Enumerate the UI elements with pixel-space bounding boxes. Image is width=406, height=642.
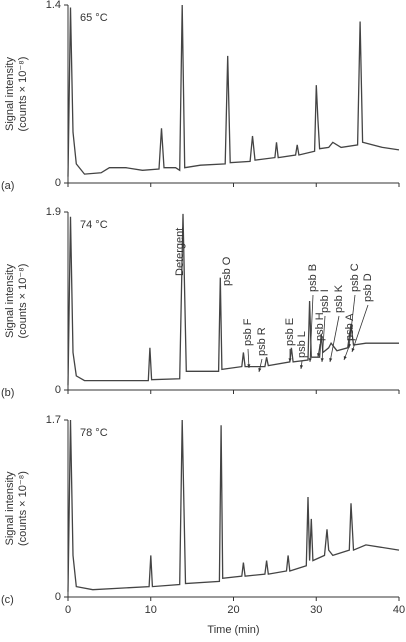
peak-label: psb K xyxy=(333,284,345,313)
peak-label: psb B xyxy=(307,264,319,292)
y-axis-label: Signal intensity xyxy=(4,57,16,131)
peak-label: psb D xyxy=(362,273,374,302)
chromatogram-line xyxy=(67,4,400,177)
peak-label: psb E xyxy=(284,318,296,346)
peak-label: psb R xyxy=(256,327,268,356)
arrow-head xyxy=(258,368,262,372)
arrow-head xyxy=(317,353,321,357)
peak-arrow xyxy=(351,304,369,353)
peak-label: psb H xyxy=(314,312,326,341)
peak-arrow xyxy=(329,315,340,363)
y-axis-label: Signal intensity xyxy=(4,264,16,338)
arrow-head xyxy=(308,358,312,362)
axis-frame xyxy=(67,5,399,184)
y-tick-label: 0 xyxy=(55,177,61,189)
temperature-label: 74 °C xyxy=(80,219,108,231)
arrow-head xyxy=(343,356,347,360)
arrow-head xyxy=(299,365,304,369)
arrow-head xyxy=(288,358,292,362)
y-axis-label: (counts × 10⁻⁸) xyxy=(17,57,29,132)
y-tick-label: 0 xyxy=(55,384,61,396)
arrow-head xyxy=(247,364,251,368)
arrow-head xyxy=(351,348,355,352)
peak-label: Detergent xyxy=(174,228,186,276)
peak-label: psb I xyxy=(319,289,331,313)
peak-arrow xyxy=(321,315,326,363)
chromatogram-line xyxy=(67,213,399,386)
peak-arrow xyxy=(309,294,314,363)
x-tick-label: 20 xyxy=(227,604,239,616)
arrow-head xyxy=(320,358,324,362)
y-axis-label: (counts × 10⁻⁸) xyxy=(17,471,29,546)
x-tick-label: 0 xyxy=(65,604,71,616)
y-tick-label: 0 xyxy=(55,591,61,603)
y-axis-label: (counts × 10⁻⁸) xyxy=(17,264,29,339)
panel-label: (b) xyxy=(1,387,14,399)
y-tick-label: 1.4 xyxy=(46,0,61,11)
y-tick-label: 1.9 xyxy=(46,206,61,218)
x-tick-label: 30 xyxy=(310,604,322,616)
arrow-head xyxy=(329,358,333,362)
x-tick-label: 40 xyxy=(393,604,405,616)
peak-label: psb L xyxy=(296,331,308,358)
x-tick-label: 10 xyxy=(145,604,157,616)
peak-arrow xyxy=(348,294,356,349)
axis-frame xyxy=(67,212,399,391)
panel-label: (a) xyxy=(1,180,14,192)
temperature-label: 78 °C xyxy=(80,427,108,439)
arrow-head xyxy=(347,344,351,348)
peak-label: psb O xyxy=(221,256,233,286)
peak-label: psb C xyxy=(349,263,361,292)
temperature-label: 65 °C xyxy=(80,12,108,24)
panel-label: (c) xyxy=(1,594,14,606)
peak-label: psb A xyxy=(344,313,356,341)
axis-frame xyxy=(67,420,399,598)
chromatogram-line xyxy=(67,419,400,592)
y-tick-label: 1.7 xyxy=(46,414,61,426)
y-axis-label: Signal intensity xyxy=(4,471,16,545)
x-axis-label: Time (min) xyxy=(207,624,259,636)
peak-label: psb F xyxy=(242,318,254,346)
